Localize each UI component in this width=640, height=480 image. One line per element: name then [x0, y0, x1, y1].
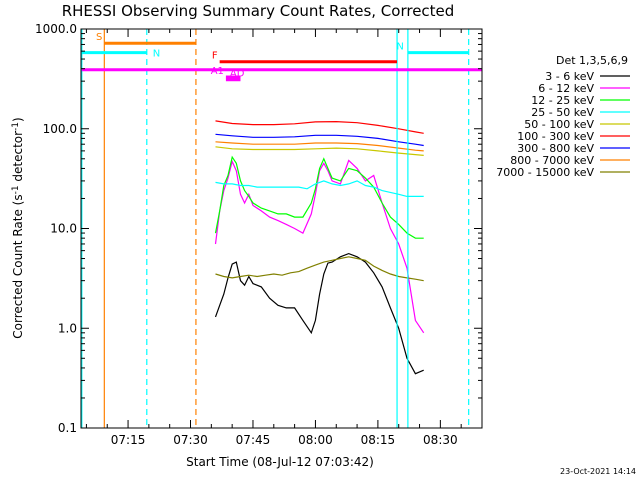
- flag-label: N: [396, 42, 403, 53]
- x-tick-label: 08:30: [423, 433, 458, 447]
- footer-timestamp: 23-Oct-2021 14:14: [560, 467, 636, 476]
- flag-bars-layer: S N N F AD A1: [81, 32, 482, 82]
- series-line-5: [215, 146, 424, 156]
- legend-label-6: 100 - 300 keV: [517, 130, 594, 143]
- legend-label-7: 300 - 800 keV: [517, 142, 594, 155]
- series-line-1: [214, 252, 424, 375]
- flag-label: AD: [230, 69, 245, 80]
- legend-label-3: 12 - 25 keV: [531, 94, 594, 107]
- x-axis-ticks: 07:15 07:30 07:45 08:00 08:15 08:30: [85, 29, 462, 447]
- series-line-2: [214, 159, 425, 334]
- series-line-7: [215, 133, 424, 147]
- series-line-9: [215, 256, 424, 282]
- legend-label-8: 800 - 7000 keV: [510, 154, 594, 167]
- legend-label-1: 3 - 6 keV: [545, 70, 594, 83]
- y-tick-label: 10.0: [50, 222, 77, 236]
- series-line-3: [214, 155, 424, 239]
- y-axis-label: Corrected Count Rate (s-1 detector-1): [11, 117, 25, 338]
- legend-label-9: 7000 - 15000 keV: [496, 166, 594, 179]
- legend-label-2: 6 - 12 keV: [538, 82, 594, 95]
- series-line-4: [215, 180, 424, 197]
- series-layer: [214, 120, 425, 375]
- x-tick-label: 08:00: [298, 433, 333, 447]
- y-tick-label: 1.0: [58, 321, 77, 335]
- y-tick-label: 1000.0: [35, 22, 77, 36]
- plot-frame: [80, 28, 483, 429]
- legend-label-4: 25 - 50 keV: [531, 106, 594, 119]
- y-axis-ticks: 0.1 1.0 10.0 100.0 1000.0: [35, 22, 482, 435]
- y-tick-label: 100.0: [43, 122, 77, 136]
- series-line-8: [215, 141, 424, 152]
- legend-title: Det 1,3,5,6,9: [556, 54, 628, 67]
- x-tick-label: 07:45: [236, 433, 271, 447]
- x-tick-label: 07:15: [111, 433, 146, 447]
- x-tick-label: 07:30: [173, 433, 208, 447]
- flag-label: S: [96, 32, 102, 43]
- flag-label: N: [153, 49, 160, 60]
- flag-label: A1: [211, 66, 224, 77]
- legend-label-5: 50 - 100 keV: [524, 118, 594, 131]
- x-tick-label: 08:15: [361, 433, 396, 447]
- series-line-6: [215, 120, 424, 134]
- vertical-lines-layer: [81, 29, 470, 428]
- flag-label: F: [212, 51, 218, 62]
- chart-title: RHESSI Observing Summary Count Rates, Co…: [62, 2, 455, 20]
- y-tick-label: 0.1: [58, 421, 77, 435]
- x-axis-label: Start Time (08-Jul-12 07:03:42): [186, 455, 374, 469]
